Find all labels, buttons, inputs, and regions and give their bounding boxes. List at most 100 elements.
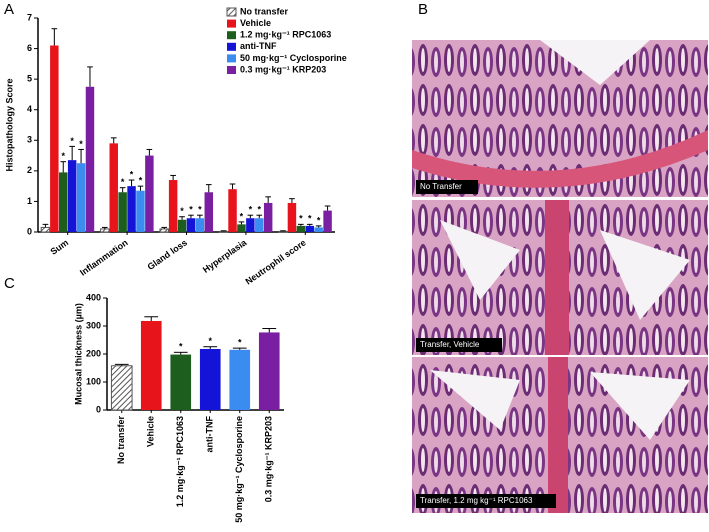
significance-marker: * (139, 176, 143, 186)
muscle-layer (412, 130, 708, 188)
significance-marker: * (308, 214, 312, 224)
y-tick-label: 200 (86, 348, 101, 358)
bar (314, 227, 323, 232)
x-tick-label: 1.2 mg·kg⁻¹ RPC1063 (175, 416, 185, 507)
y-axis-label: Histopathology Score (4, 78, 14, 171)
bar (140, 320, 162, 410)
x-tick-label: No transfer (116, 416, 126, 465)
y-tick-label: 400 (86, 292, 101, 302)
significance-marker: * (208, 336, 212, 346)
legend-swatch (227, 54, 236, 63)
bar (110, 365, 133, 411)
bar (159, 228, 169, 233)
y-tick-label: 1 (27, 196, 32, 206)
legend-label: 0.3 mg·kg⁻¹ KRP203 (240, 64, 326, 74)
bar (100, 228, 110, 233)
bar (195, 218, 205, 232)
significance-marker: * (238, 337, 242, 347)
panel-label: A (4, 1, 14, 18)
panel-label: B (418, 1, 428, 18)
significance-marker: * (317, 215, 321, 225)
significance-marker: * (240, 211, 244, 221)
legend-swatch (227, 31, 236, 40)
bar (109, 143, 118, 232)
significance-marker: * (79, 139, 83, 149)
x-tick-label: Sum (48, 237, 70, 256)
bar (168, 180, 178, 232)
bar (204, 192, 214, 232)
significance-marker: * (130, 169, 134, 179)
panel-label: C (4, 275, 15, 292)
legend-label: 1.2 mg·kg⁻¹ RPC1063 (240, 30, 331, 40)
y-tick-label: 100 (86, 376, 101, 386)
y-tick-label: 0 (96, 404, 101, 414)
significance-marker: * (198, 205, 202, 215)
image-caption: Transfer, Vehicle (420, 340, 480, 349)
bar (59, 172, 68, 232)
bar (258, 332, 280, 410)
y-tick-label: 4 (27, 104, 32, 114)
y-tick-label: 300 (86, 320, 101, 330)
bar (118, 192, 127, 232)
bar (246, 218, 255, 232)
x-tick-label: Neutrophil score (243, 237, 307, 286)
x-tick-label: Hyperplasia (201, 237, 249, 275)
y-tick-label: 7 (27, 12, 32, 22)
y-axis-label: Mucosal thickness (µm) (73, 303, 83, 405)
bar (296, 225, 306, 232)
bar (228, 189, 237, 232)
caption-box (416, 338, 502, 352)
significance-marker: * (179, 342, 183, 352)
significance-marker: * (61, 151, 65, 161)
x-tick-label: Vehicle (146, 416, 156, 447)
bar (67, 160, 77, 232)
bar (136, 190, 145, 232)
lumen (440, 220, 690, 320)
bar (199, 348, 221, 410)
y-tick-label: 3 (27, 135, 32, 145)
lumen (540, 40, 650, 85)
caption-box (416, 494, 556, 508)
bar (50, 45, 59, 233)
legend-swatch (227, 19, 236, 28)
bar (263, 202, 273, 232)
legend-label: anti-TNF (240, 41, 277, 51)
y-tick-label: 5 (27, 74, 32, 84)
legend-swatch (226, 7, 237, 17)
histology-images: No Transfer Transfer, Vehicle Transfer, … (412, 40, 708, 513)
significance-marker: * (249, 205, 253, 215)
bar (255, 218, 264, 232)
significance-marker: * (189, 205, 193, 215)
y-tick-label: 2 (27, 165, 32, 175)
legend-label: Vehicle (240, 18, 271, 28)
legend-label: 50 mg·kg⁻¹ Cyclosporine (240, 53, 347, 63)
x-tick-label: Gland loss (146, 237, 189, 272)
significance-marker: * (299, 214, 303, 224)
muscle-layer (548, 357, 568, 513)
bar (170, 354, 192, 410)
bar (85, 86, 95, 233)
lumen (430, 370, 690, 440)
bar (186, 218, 196, 232)
bar (145, 155, 154, 232)
legend-swatch (227, 42, 236, 51)
bar (323, 210, 332, 232)
bar (40, 226, 51, 233)
bar (127, 186, 136, 232)
significance-marker: * (180, 206, 184, 216)
y-tick-label: 0 (27, 226, 32, 236)
x-tick-label: 50 mg·kg⁻¹ Cyclosporine (234, 416, 244, 523)
bar (218, 230, 229, 233)
legend-swatch (227, 66, 236, 74)
image-caption: Transfer, 1.2 mg kg⁻¹ RPC1063 (420, 496, 533, 505)
significance-marker: * (70, 136, 74, 146)
legend-label: No transfer (240, 6, 289, 16)
bar (278, 230, 288, 233)
bar (229, 349, 251, 410)
significance-marker: * (121, 177, 125, 187)
image-caption: No Transfer (420, 182, 462, 191)
y-tick-label: 6 (27, 43, 32, 53)
caption-box (416, 180, 478, 194)
bar (76, 163, 86, 232)
